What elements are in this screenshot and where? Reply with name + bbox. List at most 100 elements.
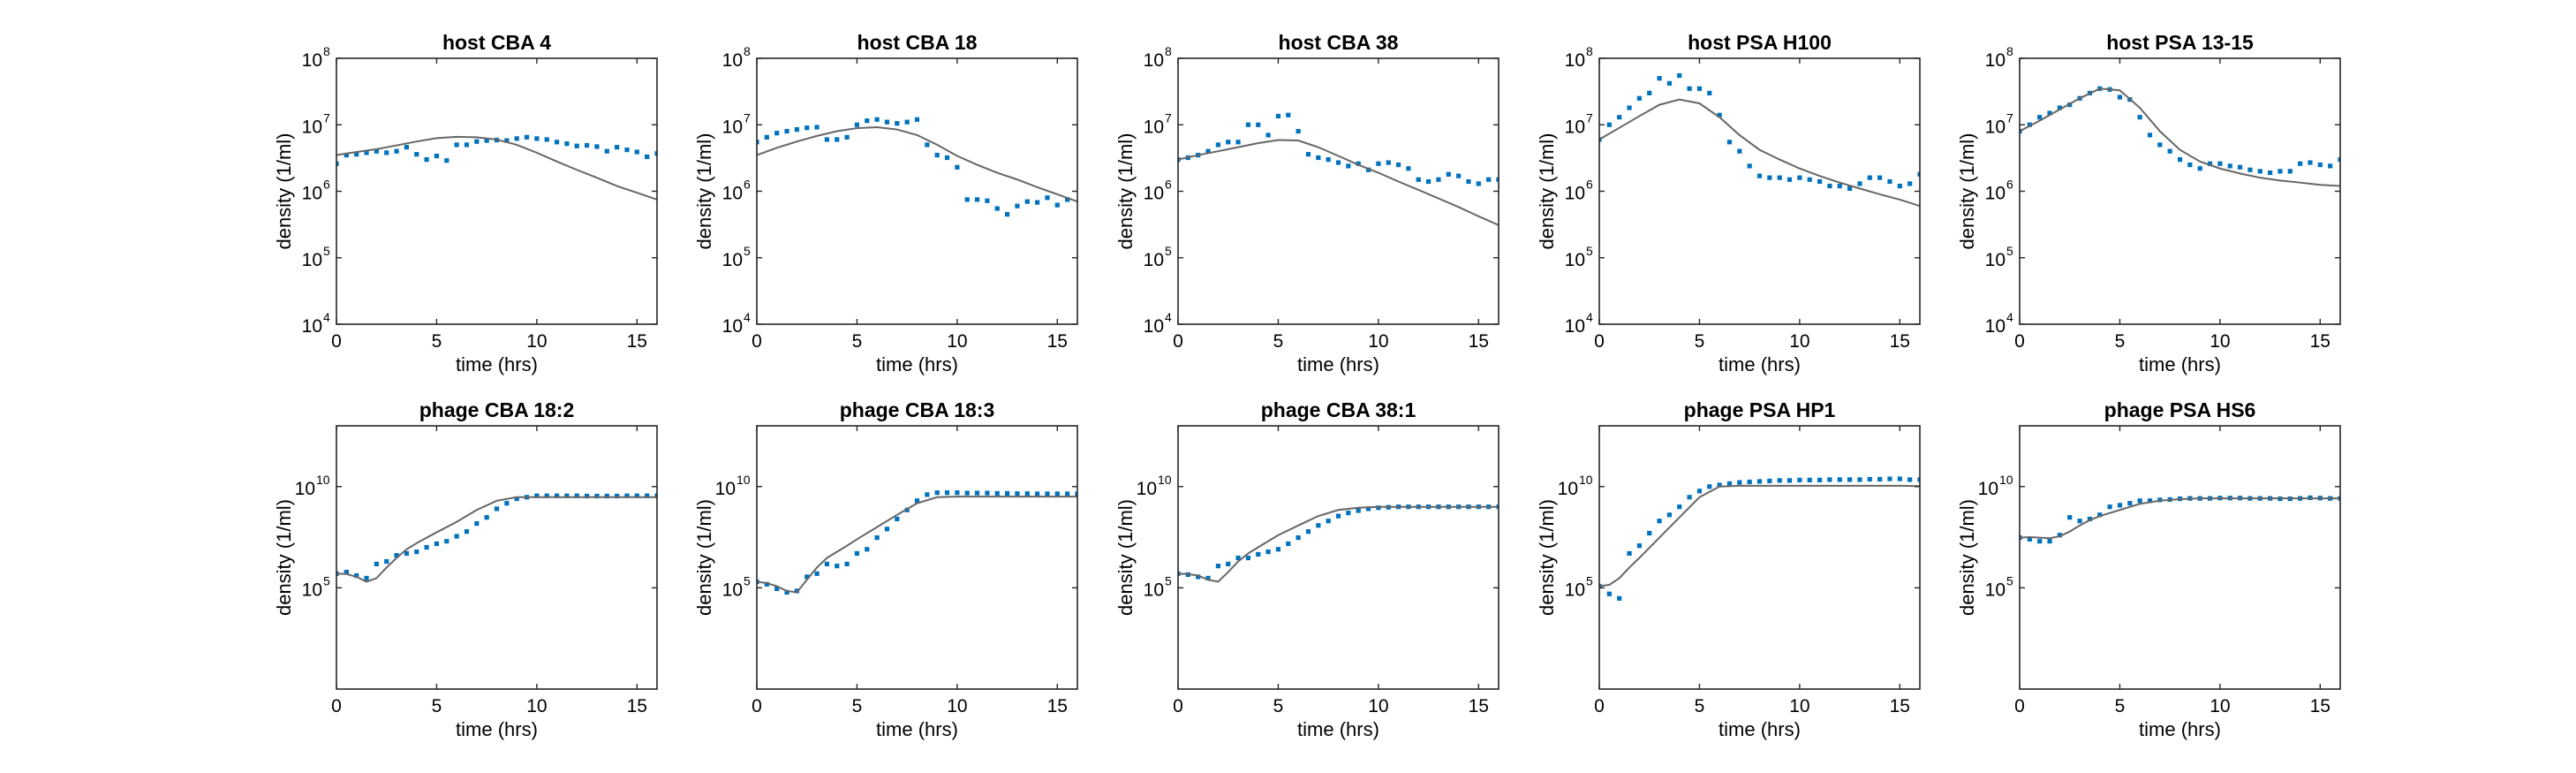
data-point xyxy=(434,541,440,547)
data-point xyxy=(774,131,780,136)
data-point xyxy=(1015,203,1020,208)
model-fit-line xyxy=(2020,87,2340,187)
data-point xyxy=(654,151,657,156)
plot-area xyxy=(2020,495,2340,544)
data-point xyxy=(1737,148,1742,154)
data-point xyxy=(844,134,850,140)
data-point xyxy=(1617,115,1622,120)
data-point xyxy=(1777,478,1782,483)
y-tick-exponent: 4 xyxy=(1165,310,1172,324)
data-point xyxy=(844,561,850,567)
data-point xyxy=(584,142,590,148)
data-point xyxy=(1726,481,1733,487)
x-tick-label: 15 xyxy=(1890,696,1910,716)
model-fit-line xyxy=(336,496,657,583)
data-point xyxy=(934,490,940,496)
data-point xyxy=(1316,155,1321,161)
data-point xyxy=(2197,166,2202,171)
x-tick-label: 15 xyxy=(2310,331,2330,352)
data-point xyxy=(1045,195,1050,201)
data-point xyxy=(2187,162,2193,168)
data-point xyxy=(1756,173,1763,178)
data-point xyxy=(1065,197,1070,202)
y-axis-label: density (1/ml) xyxy=(1114,499,1137,616)
data-point xyxy=(955,164,960,170)
data-point xyxy=(1687,86,1692,91)
data-point xyxy=(1376,161,1381,166)
data-point xyxy=(1486,177,1492,182)
data-point xyxy=(1425,178,1432,185)
data-point xyxy=(534,136,540,141)
data-point xyxy=(1045,491,1050,496)
data-point xyxy=(1636,95,1642,101)
data-point xyxy=(2308,160,2313,165)
data-point xyxy=(1326,157,1331,163)
x-tick-label: 0 xyxy=(2014,696,2025,716)
data-point xyxy=(1196,574,1201,580)
plot-area xyxy=(1599,476,1920,601)
data-point xyxy=(2037,115,2043,120)
model-fit-line xyxy=(2020,497,2340,540)
data-point xyxy=(1867,175,1872,180)
data-point xyxy=(1606,122,1612,127)
y-tick-label: 10 xyxy=(722,250,743,270)
y-tick-label: 10 xyxy=(1978,479,1998,499)
data-point xyxy=(964,490,970,496)
data-point xyxy=(764,134,769,140)
data-point xyxy=(2037,539,2043,544)
panel-title: phage CBA 38:1 xyxy=(1261,398,1416,421)
axes-box xyxy=(1177,57,1500,325)
data-point xyxy=(514,136,519,141)
y-tick-exponent: 4 xyxy=(1586,310,1593,324)
y-axis-label: density (1/ml) xyxy=(693,499,715,616)
data-point xyxy=(604,148,609,154)
y-tick-label: 10 xyxy=(1985,50,2006,71)
data-point xyxy=(1707,484,1712,489)
y-tick-exponent: 6 xyxy=(323,178,330,192)
data-point xyxy=(2057,533,2062,538)
y-tick-label: 10 xyxy=(722,184,743,204)
data-point xyxy=(1887,476,1892,481)
data-point xyxy=(1817,178,1823,185)
data-point xyxy=(1215,564,1220,569)
panel-title: phage PSA HS6 xyxy=(2104,398,2256,421)
data-point xyxy=(544,137,549,142)
data-point xyxy=(1395,162,1401,168)
data-point xyxy=(1436,177,1441,182)
data-point xyxy=(2027,536,2032,542)
y-tick-exponent: 10 xyxy=(316,473,330,487)
data-point xyxy=(354,572,359,579)
axes-box xyxy=(1598,425,1921,690)
data-point xyxy=(1696,489,1703,494)
data-point xyxy=(645,154,650,160)
axes-box xyxy=(756,425,1078,690)
data-point xyxy=(934,152,940,158)
x-axis-label: time (hrs) xyxy=(456,718,538,740)
y-tick-label: 10 xyxy=(1565,117,1585,137)
data-point xyxy=(624,493,630,498)
data-point xyxy=(1296,535,1301,541)
data-point xyxy=(594,493,600,499)
data-point xyxy=(1256,551,1261,557)
data-point xyxy=(364,575,369,581)
data-point xyxy=(784,128,789,134)
data-point xyxy=(454,534,459,539)
data-point xyxy=(374,148,379,154)
data-point xyxy=(1857,477,1862,482)
data-point xyxy=(1636,543,1642,549)
data-point xyxy=(1847,186,1853,191)
data-point xyxy=(757,140,759,145)
data-point xyxy=(794,126,799,133)
data-point xyxy=(1917,477,1920,482)
data-point xyxy=(925,492,930,497)
data-point xyxy=(1657,519,1662,524)
data-point xyxy=(1827,183,1832,189)
data-point xyxy=(1245,555,1251,561)
data-point xyxy=(494,506,500,512)
data-point xyxy=(1867,476,1872,482)
data-point xyxy=(1466,178,1471,185)
y-tick-label: 10 xyxy=(1558,479,1578,499)
data-point xyxy=(1376,505,1381,511)
